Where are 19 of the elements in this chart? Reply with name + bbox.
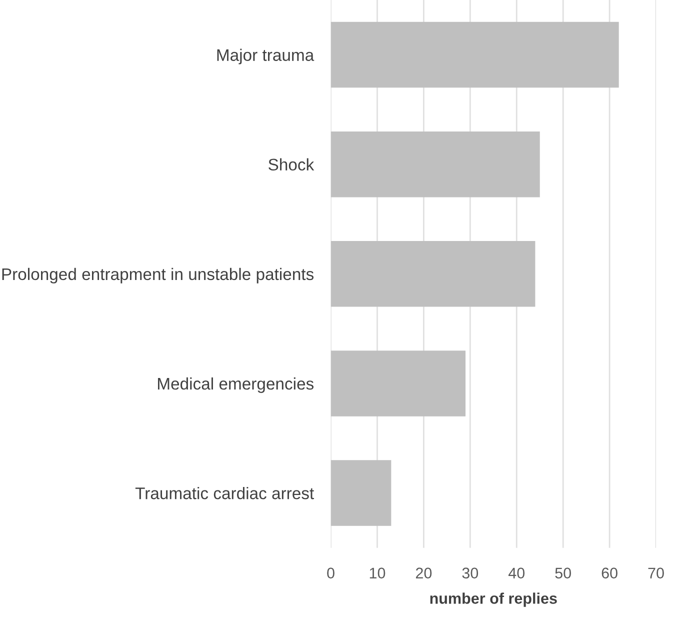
bar (330, 350, 466, 416)
y-tick-label: Medical emergencies (158, 377, 314, 393)
bar (330, 460, 392, 526)
x-tick-label: 60 (602, 568, 618, 578)
x-tick-label: 0 (327, 568, 334, 578)
y-tick-label: Major trauma (217, 48, 314, 64)
y-tick-label: Prolonged entrapment in unstable patients (2, 268, 314, 284)
y-tick-label: Traumatic cardiac arrest (135, 487, 314, 500)
x-tick-label: 20 (416, 568, 432, 578)
bar (330, 22, 619, 88)
x-tick-label: 40 (508, 568, 525, 578)
x-tick-label: 70 (648, 568, 664, 578)
bar (330, 131, 540, 198)
y-tick-label: Shock (268, 158, 314, 171)
x-tick-label: 30 (462, 568, 478, 578)
x-axis-title: number of replies (430, 592, 557, 607)
x-tick-label: 50 (555, 568, 571, 578)
x-tick-label: 10 (370, 568, 386, 578)
bar (330, 241, 536, 307)
